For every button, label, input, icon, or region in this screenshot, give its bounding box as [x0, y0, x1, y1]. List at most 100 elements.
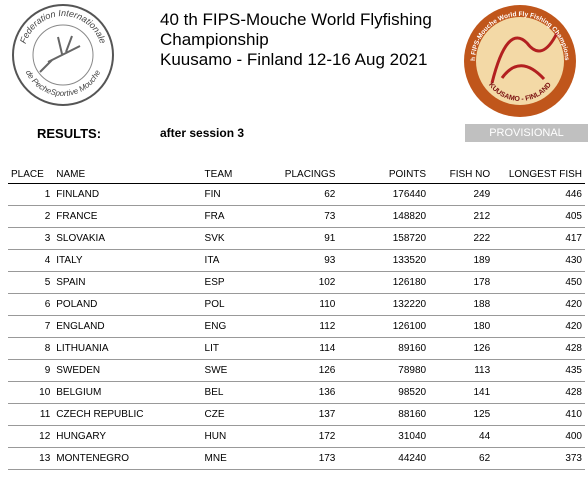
table-row: 12 HUNGARY HUN 172 31040 44 400: [8, 425, 585, 448]
table-cell: LITHUANIA: [53, 337, 202, 360]
table-cell: 10: [8, 381, 54, 404]
table-cell: 8: [8, 337, 54, 360]
table-cell: SWE: [201, 359, 265, 382]
title-line: 40 th FIPS-Mouche World Flyfishing: [160, 10, 432, 29]
table-cell: SVK: [201, 227, 265, 250]
table-row: 8 LITHUANIA LIT 114 89160 126 428: [8, 337, 585, 360]
table-cell: 88160: [338, 403, 430, 426]
table-cell: POL: [201, 293, 265, 316]
table-cell: FRANCE: [53, 205, 202, 228]
table-cell: 3: [8, 227, 54, 250]
table-cell: 435: [493, 359, 585, 382]
table-row: 6 POLAND POL 110 132220 188 420: [8, 293, 585, 316]
table-cell: 73: [264, 205, 339, 228]
table-cell: 178: [429, 271, 494, 294]
table-cell: 62: [429, 447, 494, 470]
table-cell: 148820: [338, 205, 430, 228]
table-cell: SPAIN: [53, 271, 202, 294]
table-cell: ENGLAND: [53, 315, 202, 338]
table-body: 1 FINLAND FIN 62 176440 249 446 2 FRANCE FRA 73 148…: [8, 183, 585, 470]
table-cell: 176440: [338, 183, 430, 206]
table-cell: BEL: [201, 381, 265, 404]
table-cell: ITALY: [53, 249, 202, 272]
table-cell: LIT: [201, 337, 265, 360]
column-header: PLACE: [8, 166, 54, 184]
title-line: Championship: [160, 30, 269, 49]
column-header: POINTS: [338, 166, 430, 184]
table-cell: 428: [493, 381, 585, 404]
table-cell: SWEDEN: [53, 359, 202, 382]
table-cell: 9: [8, 359, 54, 382]
table-cell: 410: [493, 403, 585, 426]
table-cell: 428: [493, 337, 585, 360]
table-cell: 420: [493, 315, 585, 338]
table-cell: ENG: [201, 315, 265, 338]
column-header: FISH NO: [429, 166, 494, 184]
table-cell: 91: [264, 227, 339, 250]
table-cell: FINLAND: [53, 183, 202, 206]
table-cell: 446: [493, 183, 585, 206]
table-cell: MONTENEGRO: [53, 447, 202, 470]
table-row: 7 ENGLAND ENG 112 126100 180 420: [8, 315, 585, 338]
results-label: RESULTS:: [37, 126, 102, 141]
table-cell: CZE: [201, 403, 265, 426]
table-cell: 31040: [338, 425, 430, 448]
table-cell: BELGIUM: [53, 381, 202, 404]
table-cell: 112: [264, 315, 339, 338]
table-row: 1 FINLAND FIN 62 176440 249 446: [8, 183, 585, 206]
table-cell: 126180: [338, 271, 430, 294]
table-cell: 137: [264, 403, 339, 426]
table-cell: 132220: [338, 293, 430, 316]
table-cell: 78980: [338, 359, 430, 382]
header-row: PLACE NAME TEAM PLACINGS POINTS FISH NO LONGES…: [8, 166, 585, 184]
table-cell: 6: [8, 293, 54, 316]
table-cell: 113: [429, 359, 494, 382]
column-header: PLACINGS: [264, 166, 339, 184]
table-cell: 173: [264, 447, 339, 470]
table-cell: FIN: [201, 183, 265, 206]
table-row: 11 CZECH REPUBLIC CZE 137 88160 125 410: [8, 403, 585, 426]
status-badge: PROVISIONAL: [465, 124, 588, 142]
table-cell: 172: [264, 425, 339, 448]
table-cell: 62: [264, 183, 339, 206]
table-cell: 405: [493, 205, 585, 228]
table-row: 2 FRANCE FRA 73 148820 212 405: [8, 205, 585, 228]
results-table: PLACE NAME TEAM PLACINGS POINTS FISH NO LONGES…: [8, 166, 585, 470]
table-row: 5 SPAIN ESP 102 126180 178 450: [8, 271, 585, 294]
table-cell: 430: [493, 249, 585, 272]
table-cell: HUN: [201, 425, 265, 448]
title: 40 th FIPS-Mouche World Flyfishing Champ…: [160, 10, 432, 70]
table-cell: 93: [264, 249, 339, 272]
table-cell: ESP: [201, 271, 265, 294]
table-row: 3 SLOVAKIA SVK 91 158720 222 417: [8, 227, 585, 250]
table-cell: 133520: [338, 249, 430, 272]
table-cell: MNE: [201, 447, 265, 470]
column-header: TEAM: [201, 166, 265, 184]
column-header: LONGEST FISH: [493, 166, 585, 184]
table-cell: 89160: [338, 337, 430, 360]
table-cell: 126100: [338, 315, 430, 338]
table-cell: 12: [8, 425, 54, 448]
table-cell: 189: [429, 249, 494, 272]
session-label: after session 3: [160, 126, 245, 140]
table-cell: 44: [429, 425, 494, 448]
table-cell: 222: [429, 227, 494, 250]
title-line: Kuusamo - Finland 12-16 Aug 2021: [160, 50, 428, 69]
table-cell: HUNGARY: [53, 425, 202, 448]
left-logo: Federation Internationale de PecheSporti…: [12, 4, 114, 106]
table-cell: 98520: [338, 381, 430, 404]
table-cell: 4: [8, 249, 54, 272]
table-cell: ITA: [201, 249, 265, 272]
table-cell: 44240: [338, 447, 430, 470]
table-cell: 11: [8, 403, 54, 426]
table-cell: 110: [264, 293, 339, 316]
table-cell: FRA: [201, 205, 265, 228]
table-cell: 126: [429, 337, 494, 360]
table-cell: CZECH REPUBLIC: [53, 403, 202, 426]
table-cell: 5: [8, 271, 54, 294]
table-row: 13 MONTENEGRO MNE 173 44240 62 373: [8, 447, 585, 470]
table-cell: 373: [493, 447, 585, 470]
table-cell: 249: [429, 183, 494, 206]
table-cell: 141: [429, 381, 494, 404]
